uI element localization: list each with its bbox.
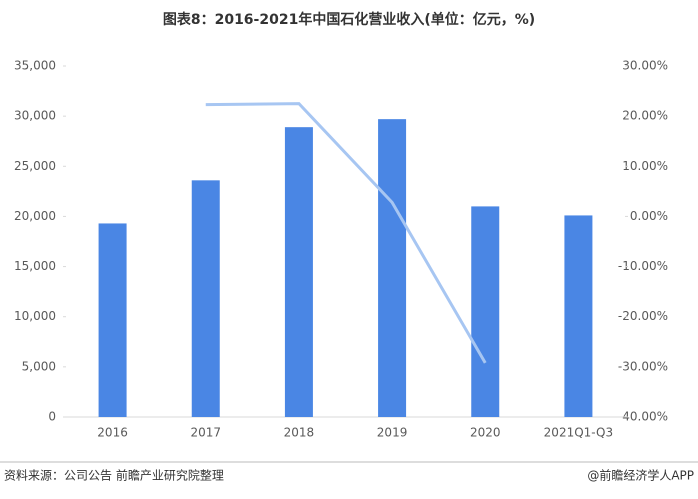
y2-tick-label: -40.00% — [618, 410, 668, 424]
y2-tick-label: -10.00% — [618, 259, 668, 273]
bar — [564, 215, 593, 417]
credit: @前瞻经济学人APP — [587, 468, 694, 483]
bar — [191, 180, 220, 417]
y-tick-label: 25,000 — [14, 159, 56, 173]
y-tick-label: 35,000 — [14, 59, 56, 73]
y2-tick-label: 10.00% — [622, 159, 668, 173]
y2-tick-label: 30.00% — [622, 59, 668, 73]
x-tick-label: 2019 — [377, 426, 408, 440]
x-tick-label: 2021Q1-Q3 — [544, 426, 613, 440]
y2-tick-label: 0.00% — [630, 209, 668, 223]
y2-tick-label: -30.00% — [618, 359, 668, 373]
bar — [98, 223, 127, 417]
chart-title: 图表8：2016-2021年中国石化营业收入(单位：亿元，%) — [163, 11, 535, 28]
y-tick-label: 10,000 — [14, 309, 56, 323]
y-tick-label: 5,000 — [22, 359, 56, 373]
line — [205, 102, 487, 364]
y2-tick-label: -20.00% — [618, 309, 668, 323]
y-tick-label: 0 — [48, 410, 56, 424]
y-tick-label: 15,000 — [14, 259, 56, 273]
y-tick-label: 20,000 — [14, 209, 56, 223]
x-tick-label: 2020 — [470, 426, 501, 440]
x-tick-label: 2016 — [97, 426, 128, 440]
x-tick-label: 2017 — [190, 426, 221, 440]
bar — [378, 119, 407, 417]
bar — [284, 127, 313, 417]
source: 资料来源：公司公告 前瞻产业研究院整理 — [4, 468, 224, 483]
bar — [471, 206, 500, 417]
x-tick-label: 2018 — [284, 426, 315, 440]
y2-tick-label: 20.00% — [622, 109, 668, 123]
y-tick-label: 30,000 — [14, 109, 56, 123]
